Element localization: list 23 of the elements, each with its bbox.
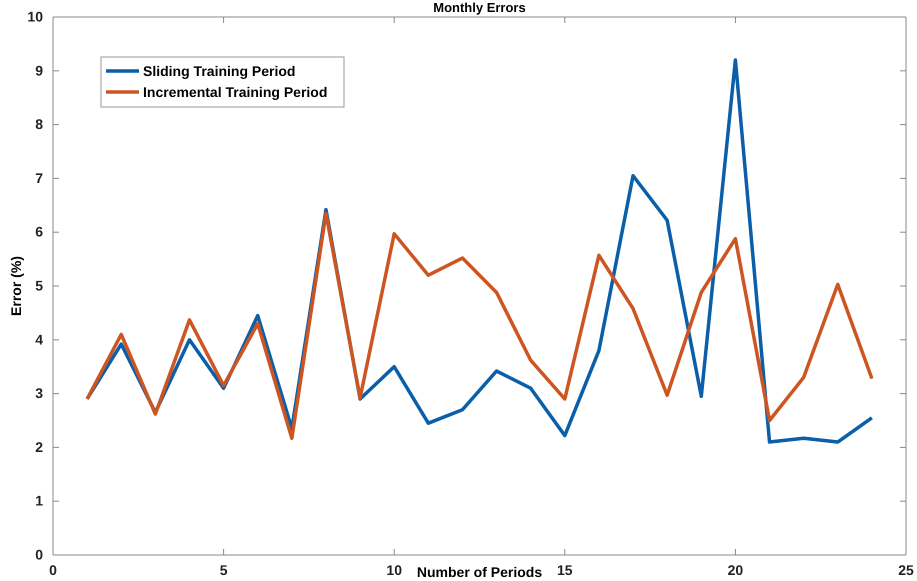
y-tick-label: 7 bbox=[35, 170, 44, 186]
y-tick-label: 8 bbox=[35, 116, 44, 132]
x-axis-title: Number of Periods bbox=[416, 564, 542, 580]
y-tick-label: 4 bbox=[35, 331, 44, 348]
x-tick-label: 25 bbox=[898, 562, 914, 578]
line-series bbox=[85, 212, 874, 440]
y-tick-label: 2 bbox=[35, 438, 44, 455]
x-tick-label: 20 bbox=[728, 562, 744, 578]
y-tick-label: 5 bbox=[35, 277, 44, 294]
y-tick-label: 3 bbox=[35, 385, 44, 402]
x-tick-label: 0 bbox=[49, 562, 58, 578]
y-tick-label: 9 bbox=[35, 62, 44, 78]
y-tick-label: 0 bbox=[35, 546, 44, 562]
y-tick-label: 10 bbox=[27, 8, 44, 24]
x-tick-label: 15 bbox=[557, 562, 573, 578]
legend-label: Sliding Training Period bbox=[143, 63, 296, 79]
y-axis-title: Error (%) bbox=[8, 256, 24, 316]
legend-label: Incremental Training Period bbox=[143, 84, 328, 100]
chart-title: Monthly Errors bbox=[433, 0, 526, 15]
y-tick-label: 6 bbox=[35, 224, 44, 240]
x-tick-label: 5 bbox=[220, 562, 228, 578]
x-tick-label: 10 bbox=[386, 562, 402, 578]
y-tick-label: 1 bbox=[35, 492, 44, 509]
